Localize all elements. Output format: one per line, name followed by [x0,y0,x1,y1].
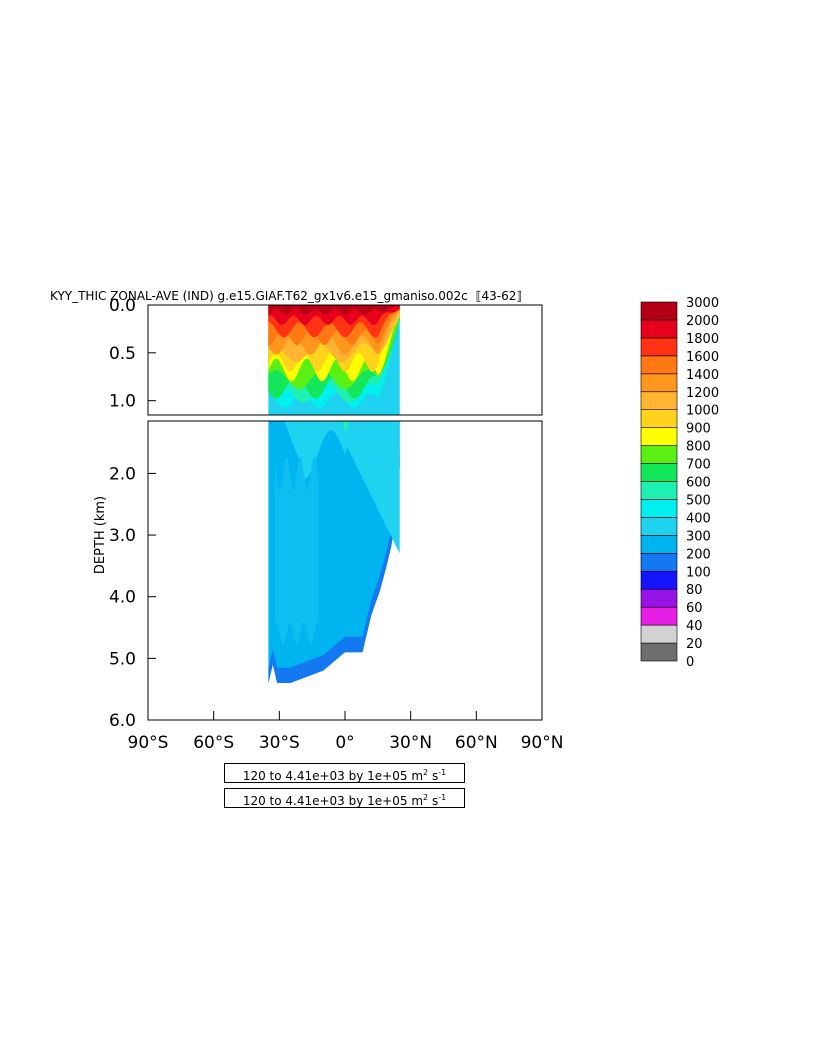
lower-upper-band [268,421,400,554]
colorbar-label-8: 400 [686,511,711,526]
colorbar-label-11: 700 [686,458,711,473]
colorbar-swatch-1 [640,624,678,644]
colorbar-label-13: 900 [686,422,711,437]
colorbar-label-12: 800 [686,440,711,455]
colorbar-label-5: 100 [686,565,711,580]
upper-band-11 [268,305,400,315]
y-tick-label-upper-1: 0.5 [109,344,136,364]
colorbar-swatch-13 [640,409,678,428]
lower-panel-fill [268,421,400,683]
y-tick-label-lower-2: 4.0 [109,588,136,608]
colorbar-swatch-6 [640,535,678,554]
colorbar: 0 20 40 60 80 100 200 300 400 500 600 700 800 900 1000… [640,296,719,670]
x-tick-label-3: 0° [335,733,354,753]
colorbar-swatch-17 [640,337,678,357]
colorbar-swatch-9 [640,481,678,500]
chart-title-years-close: ⟧ [516,289,522,303]
colorbar-swatch-10 [640,463,678,482]
colorbar-label-10: 600 [686,476,711,491]
x-tick-label-4: 30°N [389,733,432,753]
colorbar-label-3: 60 [686,601,703,616]
colorbar-label-4: 80 [686,583,703,598]
chart-title: KYY_THIC ZONAL-AVE (IND) g.e15.GIAF.T62_… [50,289,522,303]
colorbar-swatch-8 [640,499,678,518]
upper-panel-fill [268,305,400,415]
y-axis-ticks: 0.0 0.5 1.0 2.0 3.0 4.0 5.0 6.0 [109,296,156,731]
upper-panel-frame [147,304,543,416]
contour-info-1: 120 to 4.41e+03 by 1e+05 m2 s-1 [224,763,465,783]
colorbar-swatch-0 [640,642,678,662]
colorbar-label-0: 0 [686,655,694,670]
colorbar-swatch-19 [640,301,678,321]
x-tick-label-5: 60°N [455,733,498,753]
y-tick-label-lower-4: 6.0 [109,711,136,731]
x-axis-ticks: 90°S 60°S 30°S 0° 30°N 60°N 90°N [128,711,564,753]
colorbar-swatch-12 [640,427,678,446]
lower-equator-plume [342,421,349,431]
colorbar-label-20: 3000 [686,296,719,311]
y-tick-label-lower-0: 2.0 [109,464,136,484]
colorbar-label-19: 2000 [686,314,719,329]
colorbar-label-6: 200 [686,547,711,562]
y-tick-label-upper-2: 1.0 [109,392,136,412]
colorbar-swatch-3 [640,588,678,608]
colorbar-swatch-7 [640,517,678,536]
colorbar-swatch-2 [640,606,678,626]
colorbar-label-17: 1600 [686,350,719,365]
colorbar-swatch-14 [640,391,678,411]
chart-title-years-open: ⟦ [476,289,482,303]
colorbar-label-2: 40 [686,619,703,634]
colorbar-label-1: 20 [686,637,703,652]
colorbar-label-14: 1000 [686,404,719,419]
colorbar-label-15: 1200 [686,386,719,401]
y-axis-label: DEPTH (km) [93,496,108,574]
colorbar-label-18: 1800 [686,332,719,347]
x-tick-label-6: 90°N [521,733,564,753]
x-tick-label-2: 30°S [259,733,300,753]
x-tick-label-1: 60°S [193,733,234,753]
colorbar-swatch-16 [640,355,678,375]
colorbar-swatch-5 [640,552,678,572]
colorbar-label-16: 1400 [686,368,719,383]
y-tick-label-lower-1: 3.0 [109,526,136,546]
lower-interior-core [275,455,319,646]
contour-info-2: 120 to 4.41e+03 by 1e+05 m2 s-1 [224,788,465,808]
colorbar-swatch-4 [640,570,678,590]
colorbar-swatch-11 [640,445,678,464]
y-tick-label-lower-3: 5.0 [109,649,136,669]
colorbar-swatch-18 [640,319,678,339]
lower-bottom-band [268,451,400,683]
colorbar-swatch-15 [640,373,678,393]
y-tick-label-upper-0: 0.0 [109,296,136,316]
colorbar-label-7: 300 [686,529,711,544]
chart-title-years: 43-62 [482,289,517,303]
x-tick-label-0: 90°S [128,733,169,753]
colorbar-label-9: 500 [686,493,711,508]
